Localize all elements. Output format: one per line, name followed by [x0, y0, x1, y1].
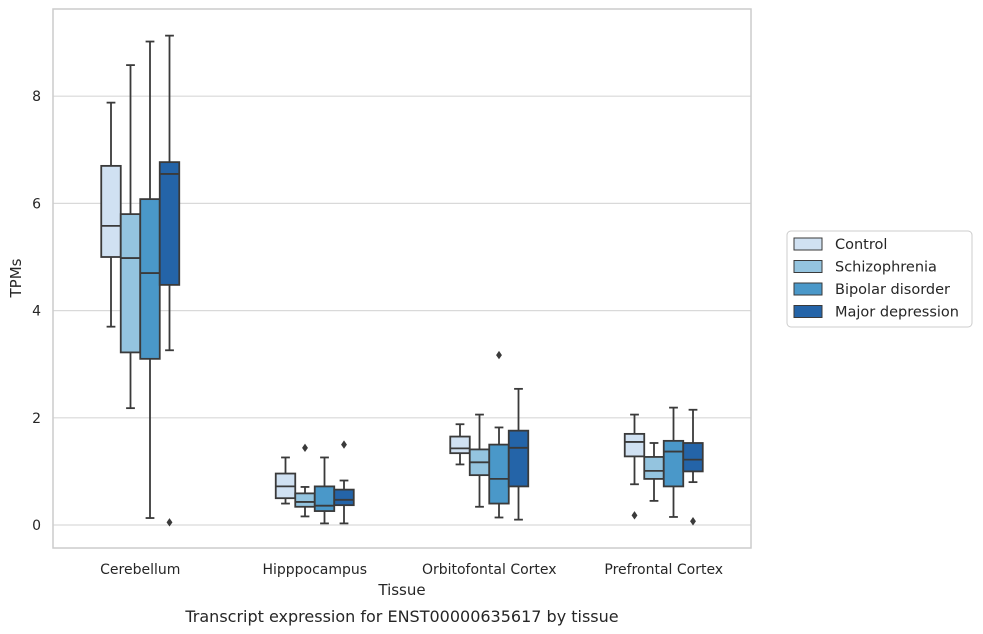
- box-iqr: [100, 164, 122, 258]
- outlier-point: [496, 350, 502, 360]
- y-tick-label: 8: [32, 89, 41, 105]
- legend-label: Control: [835, 237, 887, 253]
- box-iqr: [662, 439, 685, 488]
- box-iqr: [333, 488, 355, 507]
- y-tick-label: 0: [32, 518, 41, 534]
- x-tick-label: Orbitofontal Cortex: [422, 562, 557, 578]
- box-iqr: [294, 492, 316, 508]
- outlier-point: [302, 443, 308, 453]
- box-bipolar-disorder: [139, 40, 161, 519]
- box-major-depression: [333, 440, 355, 525]
- legend-label: Bipolar disorder: [835, 282, 950, 298]
- box-control: [623, 413, 646, 520]
- box-schizophrenia: [294, 443, 316, 518]
- y-axis-label: TPMs: [7, 258, 25, 298]
- box-control: [449, 423, 471, 466]
- y-tick-label: 4: [32, 304, 41, 320]
- legend-frame: [786, 230, 973, 328]
- box-iqr: [158, 161, 181, 286]
- box-schizophrenia: [468, 413, 491, 508]
- legend-swatch: [793, 305, 823, 318]
- x-tick-label: Hipppocampus: [262, 562, 367, 578]
- box-schizophrenia: [643, 442, 665, 502]
- plot-area-frame: [52, 8, 752, 549]
- outlier-point: [166, 518, 173, 527]
- box-iqr: [682, 442, 704, 473]
- box-bipolar-disorder: [662, 406, 685, 518]
- chart-caption: Transcript expression for ENST0000063561…: [184, 607, 618, 626]
- y-tick-label: 6: [32, 196, 41, 212]
- box-bipolar-disorder: [488, 350, 510, 519]
- outlier-point: [690, 517, 696, 526]
- box-control: [100, 101, 122, 328]
- y-axis-ticks: 0 2 4 6 8: [32, 89, 41, 534]
- box-plot-series: [100, 34, 704, 527]
- box-major-depression: [682, 408, 704, 526]
- box-iqr: [313, 485, 336, 512]
- box-iqr: [643, 456, 665, 480]
- legend-label: Schizophrenia: [835, 260, 937, 276]
- box-major-depression: [158, 34, 181, 527]
- x-axis-ticks: Cerebellum Hipppocampus Orbitofontal Corte…: [100, 562, 723, 578]
- box-bipolar-disorder: [313, 456, 336, 525]
- box-major-depression: [507, 387, 530, 521]
- x-tick-label: Cerebellum: [100, 562, 180, 578]
- box-iqr: [488, 443, 510, 505]
- legend-swatch: [793, 237, 823, 251]
- legend: Control Schizophrenia Bipolar disorder Majo…: [786, 230, 973, 328]
- box-iqr: [139, 198, 161, 360]
- outlier-point: [631, 511, 638, 520]
- y-tick-label: 2: [32, 411, 41, 427]
- box-iqr: [449, 435, 471, 455]
- x-tick-label: Prefrontal Cortex: [604, 562, 723, 578]
- box-iqr: [507, 429, 530, 488]
- box-control: [274, 456, 297, 505]
- legend-swatch: [793, 282, 823, 296]
- box-iqr: [119, 213, 142, 354]
- outlier-point: [341, 440, 347, 449]
- box-iqr: [623, 432, 646, 458]
- legend-label: Major depression: [835, 305, 959, 321]
- box-schizophrenia: [119, 64, 142, 410]
- legend-swatch: [793, 260, 823, 273]
- x-axis-label: Tissue: [377, 581, 425, 599]
